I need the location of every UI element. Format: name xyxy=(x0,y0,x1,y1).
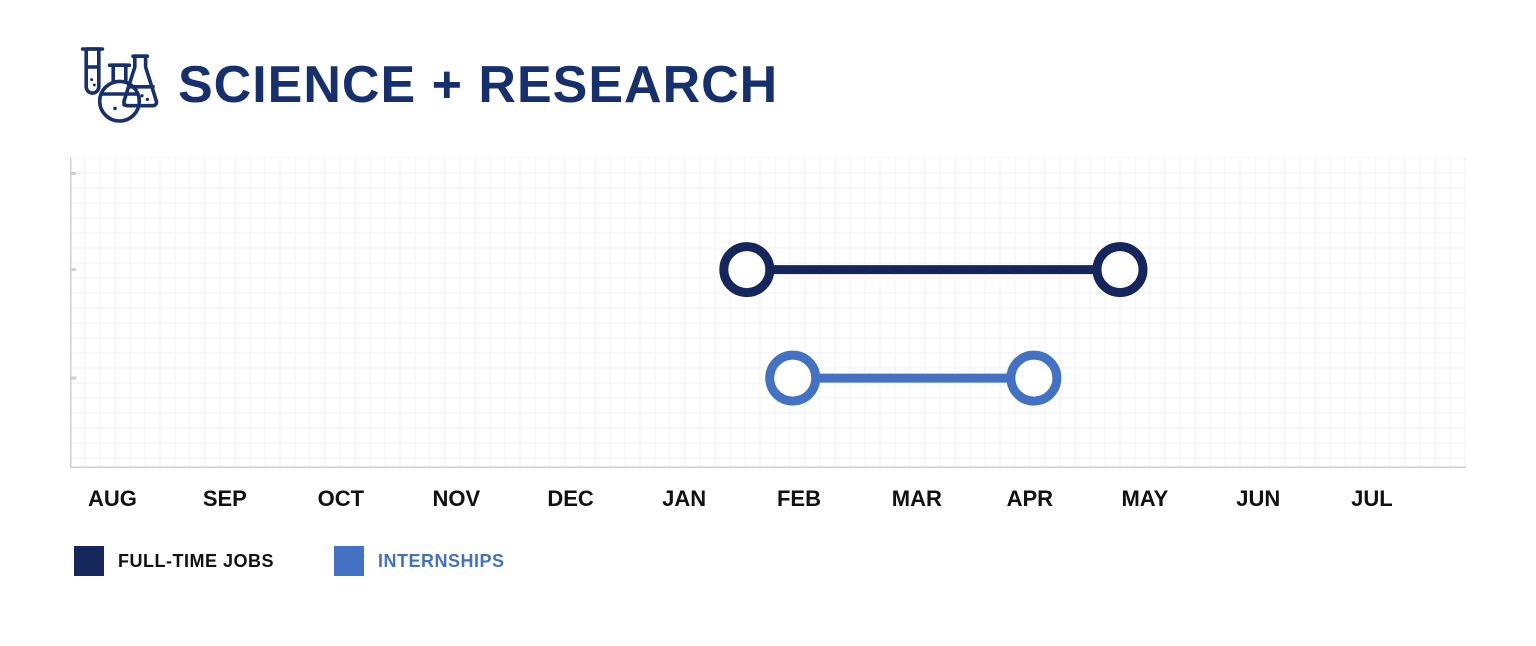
x-tick: NOV xyxy=(432,486,547,512)
legend-swatch xyxy=(74,546,104,576)
x-tick: JUL xyxy=(1351,486,1466,512)
legend-label: FULL-TIME JOBS xyxy=(118,551,274,572)
legend-item-internships: INTERNSHIPS xyxy=(334,546,505,576)
legend-item-full-time-jobs: FULL-TIME JOBS xyxy=(74,546,274,576)
grid xyxy=(70,158,1466,468)
x-tick: FEB xyxy=(777,486,892,512)
x-tick: APR xyxy=(1007,486,1122,512)
legend-label: INTERNSHIPS xyxy=(378,551,505,572)
series-marker xyxy=(1097,247,1143,293)
page-title: SCIENCE + RESEARCH xyxy=(178,55,778,115)
x-tick: SEP xyxy=(203,486,318,512)
series-internships xyxy=(770,355,1057,401)
x-axis: AUGSEPOCTNOVDECJANFEBMARAPRMAYJUNJUL xyxy=(70,486,1466,512)
series-marker xyxy=(724,247,770,293)
header: SCIENCE + RESEARCH xyxy=(70,40,1466,130)
x-tick: AUG xyxy=(88,486,203,512)
legend: FULL-TIME JOBS INTERNSHIPS xyxy=(70,546,1466,576)
x-tick: DEC xyxy=(547,486,662,512)
legend-swatch xyxy=(334,546,364,576)
timeline-chart xyxy=(70,158,1466,468)
series-marker xyxy=(770,355,816,401)
x-tick: MAR xyxy=(892,486,1007,512)
series-fulltime xyxy=(724,247,1143,293)
x-tick: MAY xyxy=(1121,486,1236,512)
x-tick: JUN xyxy=(1236,486,1351,512)
x-tick: JAN xyxy=(662,486,777,512)
science-flask-icon xyxy=(70,40,160,130)
series-marker xyxy=(1011,355,1057,401)
x-tick: OCT xyxy=(318,486,433,512)
